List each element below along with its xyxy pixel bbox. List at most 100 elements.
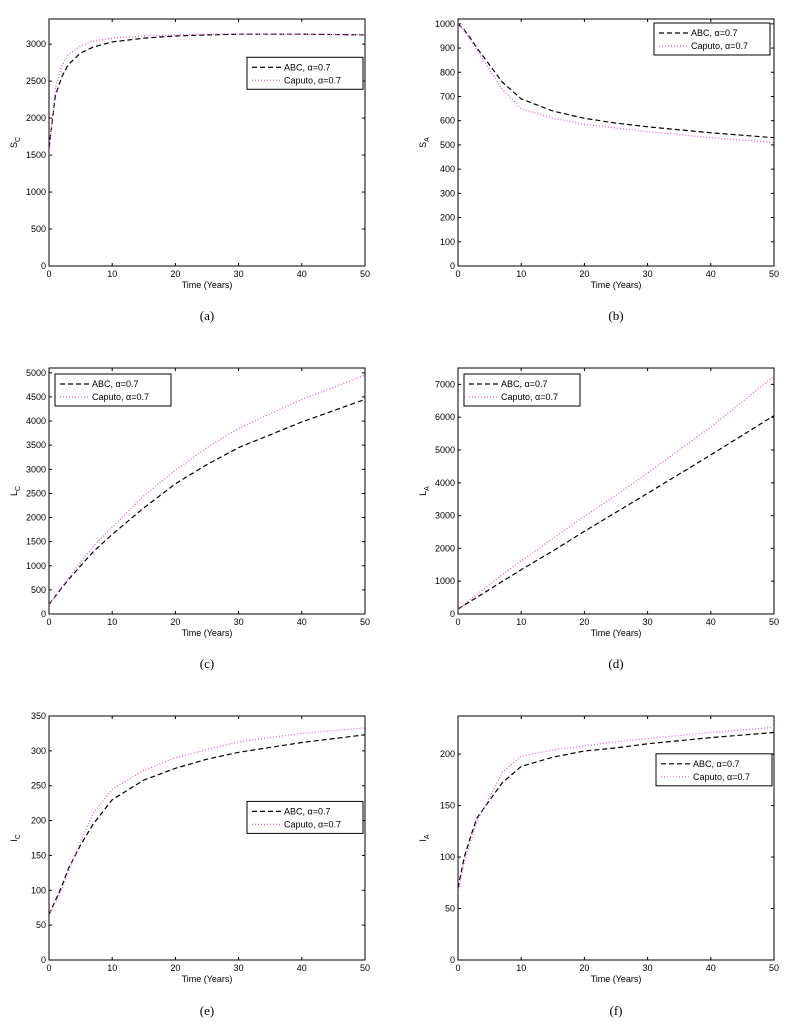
abc-series-line (49, 398, 365, 605)
legend-box (246, 800, 364, 834)
y-axis-label-subscript: A (424, 834, 431, 839)
subplot-caption: (d) (608, 656, 623, 671)
legend-caputo-label: Caputo, α=0.7 (284, 819, 341, 829)
y-tick-label: 5000 (26, 368, 46, 378)
y-tick-label: 0 (41, 955, 46, 965)
y-tick-label: 3000 (26, 464, 46, 474)
y-tick-label: 2500 (26, 488, 46, 498)
x-tick-label: 10 (107, 617, 117, 627)
x-tick-label: 40 (297, 269, 307, 279)
x-tick-label: 30 (643, 617, 653, 627)
subplot-b: 0 10 20 30 40 5001002003004005006007008009001… (418, 18, 779, 323)
x-tick-label: 10 (107, 269, 117, 279)
legend: ABC, α=0.7 Caputo, α=0.7 (54, 373, 172, 407)
y-tick-label: 3000 (26, 39, 46, 49)
x-tick-label: 40 (706, 617, 716, 627)
x-tick-label: 20 (579, 269, 589, 279)
plot-area (48, 715, 366, 961)
y-tick-label: 300 (440, 188, 455, 198)
y-tick-label: 2000 (26, 113, 46, 123)
x-tick-label: 50 (769, 617, 779, 627)
x-tick-label: 30 (643, 963, 653, 973)
legend-abc-label: ABC, α=0.7 (284, 806, 330, 816)
y-axis-label-subscript: C (15, 486, 22, 491)
abc-series-line (49, 734, 365, 915)
y-tick-label: 0 (450, 955, 455, 965)
legend-abc-label: ABC, α=0.7 (691, 28, 737, 38)
y-tick-label: 5000 (435, 445, 455, 455)
y-axis-label: SA (418, 137, 431, 148)
abc-series-line (49, 33, 365, 148)
y-tick-label: 3500 (26, 440, 46, 450)
x-axis-label: Time (Years) (591, 628, 642, 638)
x-tick-label: 0 (46, 617, 51, 627)
y-tick-label: 100 (31, 885, 46, 895)
legend: ABC, α=0.7 Caputo, α=0.7 (655, 753, 773, 787)
caputo-series-line (49, 727, 365, 916)
caputo-series-line (458, 726, 774, 894)
legend-box (653, 22, 771, 56)
y-tick-label: 6000 (435, 412, 455, 422)
x-tick-label: 20 (170, 617, 180, 627)
y-axis-label-subscript: A (424, 137, 431, 142)
y-tick-label: 4000 (435, 478, 455, 488)
abc-series-line (458, 23, 774, 139)
y-tick-label: 2000 (26, 513, 46, 523)
y-tick-label: 150 (440, 801, 455, 811)
legend: ABC, α=0.7 Caputo, α=0.7 (653, 22, 771, 56)
y-tick-label: 2000 (435, 543, 455, 553)
y-axis-label: IA (418, 834, 431, 842)
x-tick-label: 40 (706, 963, 716, 973)
legend-caputo-label: Caputo, α=0.7 (501, 392, 558, 402)
y-tick-label: 100 (440, 852, 455, 862)
y-tick-label: 0 (450, 609, 455, 619)
y-tick-label: 200 (440, 213, 455, 223)
legend-caputo-label: Caputo, α=0.7 (284, 75, 341, 85)
y-axis-label: LC (9, 486, 22, 496)
y-tick-label: 200 (31, 816, 46, 826)
y-tick-label: 200 (440, 749, 455, 759)
plot-area (48, 367, 366, 615)
plot-area (457, 367, 775, 615)
plot-area (457, 715, 775, 961)
y-tick-label: 500 (31, 585, 46, 595)
abc-series-line (458, 731, 774, 889)
legend-abc-label: ABC, α=0.7 (284, 62, 330, 72)
y-tick-label: 1500 (26, 150, 46, 160)
x-tick-label: 10 (516, 963, 526, 973)
legend-box (54, 373, 172, 407)
subplot-caption: (c) (200, 656, 214, 671)
plot-area (457, 18, 775, 267)
x-axis-label: Time (Years) (591, 974, 642, 984)
legend-box (655, 753, 773, 787)
y-tick-label: 800 (440, 67, 455, 77)
x-axis-label: Time (Years) (182, 628, 233, 638)
y-tick-label: 300 (31, 746, 46, 756)
y-tick-label: 100 (440, 237, 455, 247)
y-tick-label: 600 (440, 116, 455, 126)
caputo-series-line (458, 23, 774, 144)
legend: ABC, α=0.7 Caputo, α=0.7 (246, 56, 364, 90)
legend-abc-label: ABC, α=0.7 (501, 379, 547, 389)
x-tick-label: 30 (234, 617, 244, 627)
subplot-d: 0 10 20 30 40 50 0 1000 2000 3000 4000 5000 6000 7000… (418, 367, 779, 671)
y-tick-label: 0 (41, 261, 46, 271)
abc-series-line (458, 415, 774, 610)
legend: ABC, α=0.7 Caputo, α=0.7 (463, 373, 581, 407)
x-tick-label: 50 (360, 617, 370, 627)
subplot-caption: (b) (608, 308, 623, 323)
plot-area (48, 18, 366, 267)
y-tick-label: 50 (36, 920, 46, 930)
legend-box (463, 373, 581, 407)
y-tick-label: 1500 (26, 537, 46, 547)
y-tick-label: 0 (450, 261, 455, 271)
x-tick-label: 20 (579, 963, 589, 973)
subplot-a: 0 10 20 30 40 50050010001500200025003000Time … (9, 18, 370, 323)
y-tick-label: 500 (440, 140, 455, 150)
legend-caputo-label: Caputo, α=0.7 (92, 392, 149, 402)
y-axis-label: SC (9, 137, 22, 148)
subplot-c: 0 10 20 30 40 5005001000150020002500300035004… (9, 367, 370, 671)
y-tick-label: 350 (31, 711, 46, 721)
x-tick-label: 50 (769, 963, 779, 973)
legend-abc-label: ABC, α=0.7 (693, 759, 739, 769)
